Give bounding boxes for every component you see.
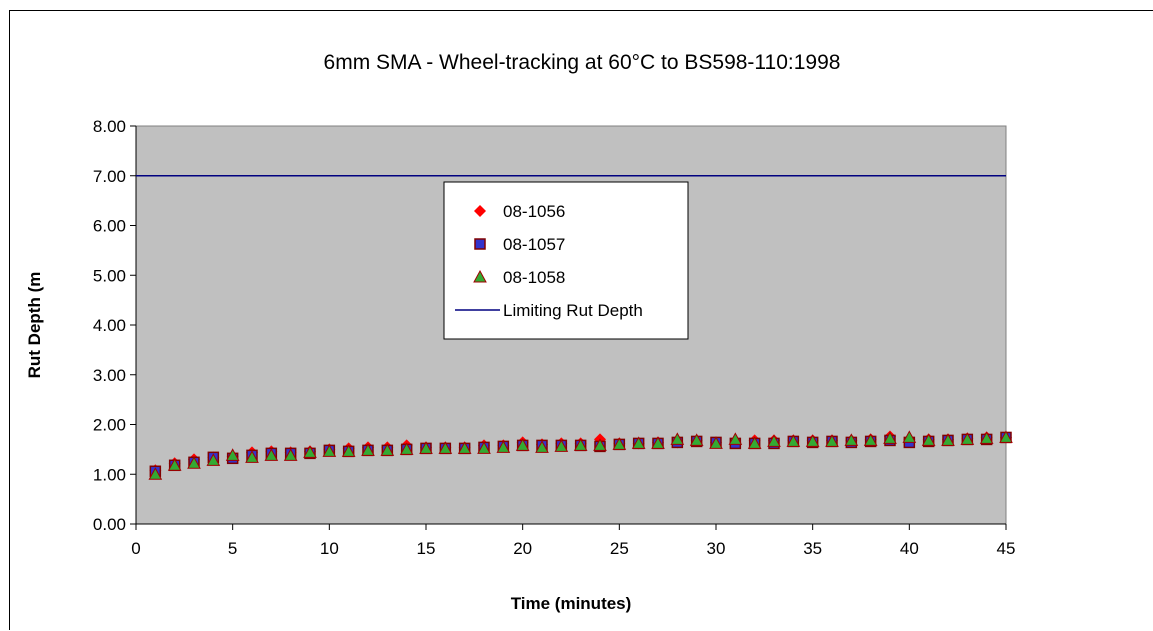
y-tick-label: 1.00 (93, 465, 126, 484)
x-axis-title: Time (minutes) (511, 594, 632, 613)
data-point-08-1058 (921, 433, 936, 446)
data-point-08-1058 (689, 433, 704, 446)
data-point-08-1058 (979, 431, 994, 444)
data-point-08-1058 (457, 441, 472, 454)
data-point-08-1058 (941, 433, 955, 446)
legend-swatch-triangle (473, 269, 487, 283)
chart-svg: 6mm SMA - Wheel-tracking at 60°C to BS59… (25, 51, 1016, 613)
chart-title: 6mm SMA - Wheel-tracking at 60°C to BS59… (324, 51, 841, 74)
data-point-08-1058 (805, 434, 820, 447)
data-point-08-1058 (728, 432, 743, 445)
x-tick-label: 5 (228, 539, 237, 558)
data-point-08-1058 (631, 436, 646, 449)
legend-box (443, 181, 689, 340)
data-point-08-1058 (283, 448, 298, 461)
x-tick-label: 10 (320, 539, 339, 558)
data-point-08-1058 (535, 440, 549, 453)
legend-items: 08-1056 08-1057 08-1058 Limiting Rut Depth (455, 202, 643, 320)
data-point-08-1058 (361, 443, 375, 456)
x-tick-label: 30 (707, 539, 726, 558)
data-point-08-1058 (148, 467, 163, 480)
legend-label: 08-1056 (503, 202, 565, 221)
x-tick-label: 25 (610, 539, 629, 558)
data-point-08-1058 (612, 437, 627, 450)
y-tick-label: 3.00 (93, 366, 126, 385)
y-axis-title: Rut Depth (m (25, 272, 44, 379)
data-point-08-1058 (225, 448, 240, 461)
data-point-08-1058 (477, 441, 491, 454)
data-point-08-1058 (380, 443, 395, 456)
y-tick-label: 5.00 (93, 266, 126, 285)
data-point-08-1058 (573, 438, 588, 451)
data-point-08-1058 (999, 430, 1013, 443)
data-point-08-1058 (245, 450, 259, 463)
data-point-08-1058 (786, 434, 801, 447)
x-tick-label: 15 (417, 539, 436, 558)
data-point-08-1058 (399, 442, 414, 455)
data-point-08-1058 (303, 445, 317, 458)
x-tick-label: 45 (997, 539, 1016, 558)
y-tick-label: 0.00 (93, 515, 126, 534)
chart-frame: 6mm SMA - Wheel-tracking at 60°C to BS59… (9, 10, 1153, 630)
x-tick-label: 0 (131, 539, 140, 558)
data-point-08-1058 (651, 436, 665, 449)
data-point-08-1058 (187, 456, 201, 469)
data-point-08-1058 (322, 444, 337, 457)
data-point-08-1058 (496, 440, 511, 453)
y-tick-label: 7.00 (93, 167, 126, 186)
x-tick-label: 35 (803, 539, 822, 558)
data-point-08-1058 (863, 433, 878, 446)
data-point-08-1058 (167, 458, 182, 471)
data-point-08-1058 (593, 438, 607, 451)
y-tick-label: 8.00 (93, 117, 126, 136)
data-point-08-1058 (206, 453, 221, 466)
data-point-08-1058 (264, 448, 279, 461)
data-point-08-1058 (902, 430, 917, 443)
data-point-08-1058 (554, 439, 569, 452)
data-point-08-1058 (341, 444, 356, 457)
data-point-08-1058 (747, 436, 762, 449)
legend-label: 08-1057 (503, 235, 565, 254)
x-axis: 0 5 10 15 20 25 30 35 40 45 (131, 523, 1016, 558)
x-tick-label: 40 (900, 539, 919, 558)
data-point-08-1058 (438, 441, 453, 454)
data-point-08-1058 (709, 436, 723, 449)
x-tick-label: 20 (513, 539, 532, 558)
legend-label: 08-1058 (503, 268, 565, 287)
data-point-08-1058 (670, 432, 685, 445)
y-tick-label: 4.00 (93, 316, 126, 335)
y-tick-label: 2.00 (93, 416, 126, 435)
data-point-08-1058 (767, 434, 781, 447)
data-point-08-1058 (883, 431, 897, 444)
data-point-08-1058 (515, 438, 530, 451)
data-point-08-1058 (844, 433, 859, 446)
data-point-08-1058 (419, 441, 433, 454)
legend-label: Limiting Rut Depth (503, 301, 643, 320)
y-axis: 0.00 1.00 2.00 3.00 4.00 5.00 6.00 7.00 8.00 (93, 117, 137, 534)
data-point-08-1058 (960, 432, 975, 445)
legend-swatch-square (474, 238, 486, 250)
legend: 08-1056 08-1057 08-1058 Limiting Rut Depth (443, 181, 689, 340)
data-point-08-1058 (825, 434, 839, 447)
legend-swatch-diamond (474, 205, 486, 217)
y-tick-label: 6.00 (93, 217, 126, 236)
points-layer (148, 430, 1013, 480)
